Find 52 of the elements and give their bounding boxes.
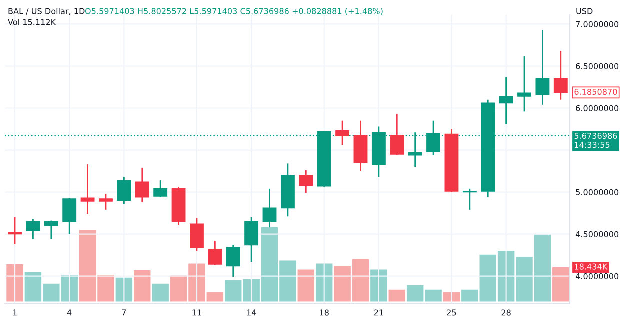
ref-line-label: 5.6736986 14:33:55: [574, 132, 618, 148]
bar: [552, 268, 570, 302]
y-tick-label: 4.5000000: [576, 231, 619, 238]
x-tick-label: 1: [13, 310, 17, 316]
bar: [388, 290, 406, 302]
candlestick: [154, 180, 168, 198]
chart-subtitle: O5.5971403 H5.8025572 L5.5971403 C5.6736986 +0.0828881 (+1.48%): [85, 8, 383, 16]
x-tick-label: 25: [447, 310, 456, 316]
y-tick-label: 6.5000000: [576, 63, 619, 70]
candlestick: [226, 244, 240, 278]
x-tick-label: 18: [320, 310, 329, 316]
candlestick: [99, 193, 113, 211]
bar: [152, 284, 169, 302]
y-tick-label: 7.0000000: [576, 21, 619, 28]
bar: [6, 264, 24, 302]
x-tick-label: 11: [192, 310, 202, 316]
annotation: Vol 15.112K: [8, 19, 56, 26]
candlestick: [8, 216, 22, 246]
candlestick: [44, 220, 58, 240]
y-tick-label: 5.0000000: [576, 189, 619, 196]
candlestick: [26, 218, 40, 240]
y-tick-label: 4.0000000: [576, 273, 619, 280]
text: 18.434K: [575, 264, 608, 270]
candlestick: [299, 170, 314, 194]
candlestick: [208, 240, 222, 266]
text: 6.1850870: [574, 88, 618, 96]
candlestick: [80, 164, 95, 215]
candlestick: [536, 29, 550, 106]
x-tick-label: 7: [122, 310, 126, 316]
candlestick: [554, 50, 568, 101]
candlestick: [499, 76, 514, 125]
bar: [370, 270, 388, 302]
x-tick-label: 14: [247, 310, 256, 316]
candlestick: [518, 55, 532, 112]
bar: [134, 270, 151, 302]
x-tick-label: 21: [374, 310, 384, 316]
x-tick-label: 28: [502, 310, 511, 316]
candlestick: [244, 216, 259, 263]
candlestick: [462, 188, 477, 211]
bar: [298, 270, 315, 302]
y-axis-title: USD: [576, 8, 593, 14]
chart-title: BAL / US Dollar, 1D: [8, 8, 85, 16]
candlestick: [336, 120, 350, 146]
candlestick: [190, 218, 204, 252]
candlestick: [62, 197, 77, 235]
candlestick: [135, 167, 150, 204]
candlestick: [117, 176, 132, 205]
y-tick-label: 6.0000000: [576, 105, 619, 112]
x-tick-label: 4: [67, 310, 72, 316]
bar: [443, 292, 460, 302]
candlestick: [390, 113, 404, 156]
bar: [116, 278, 133, 302]
